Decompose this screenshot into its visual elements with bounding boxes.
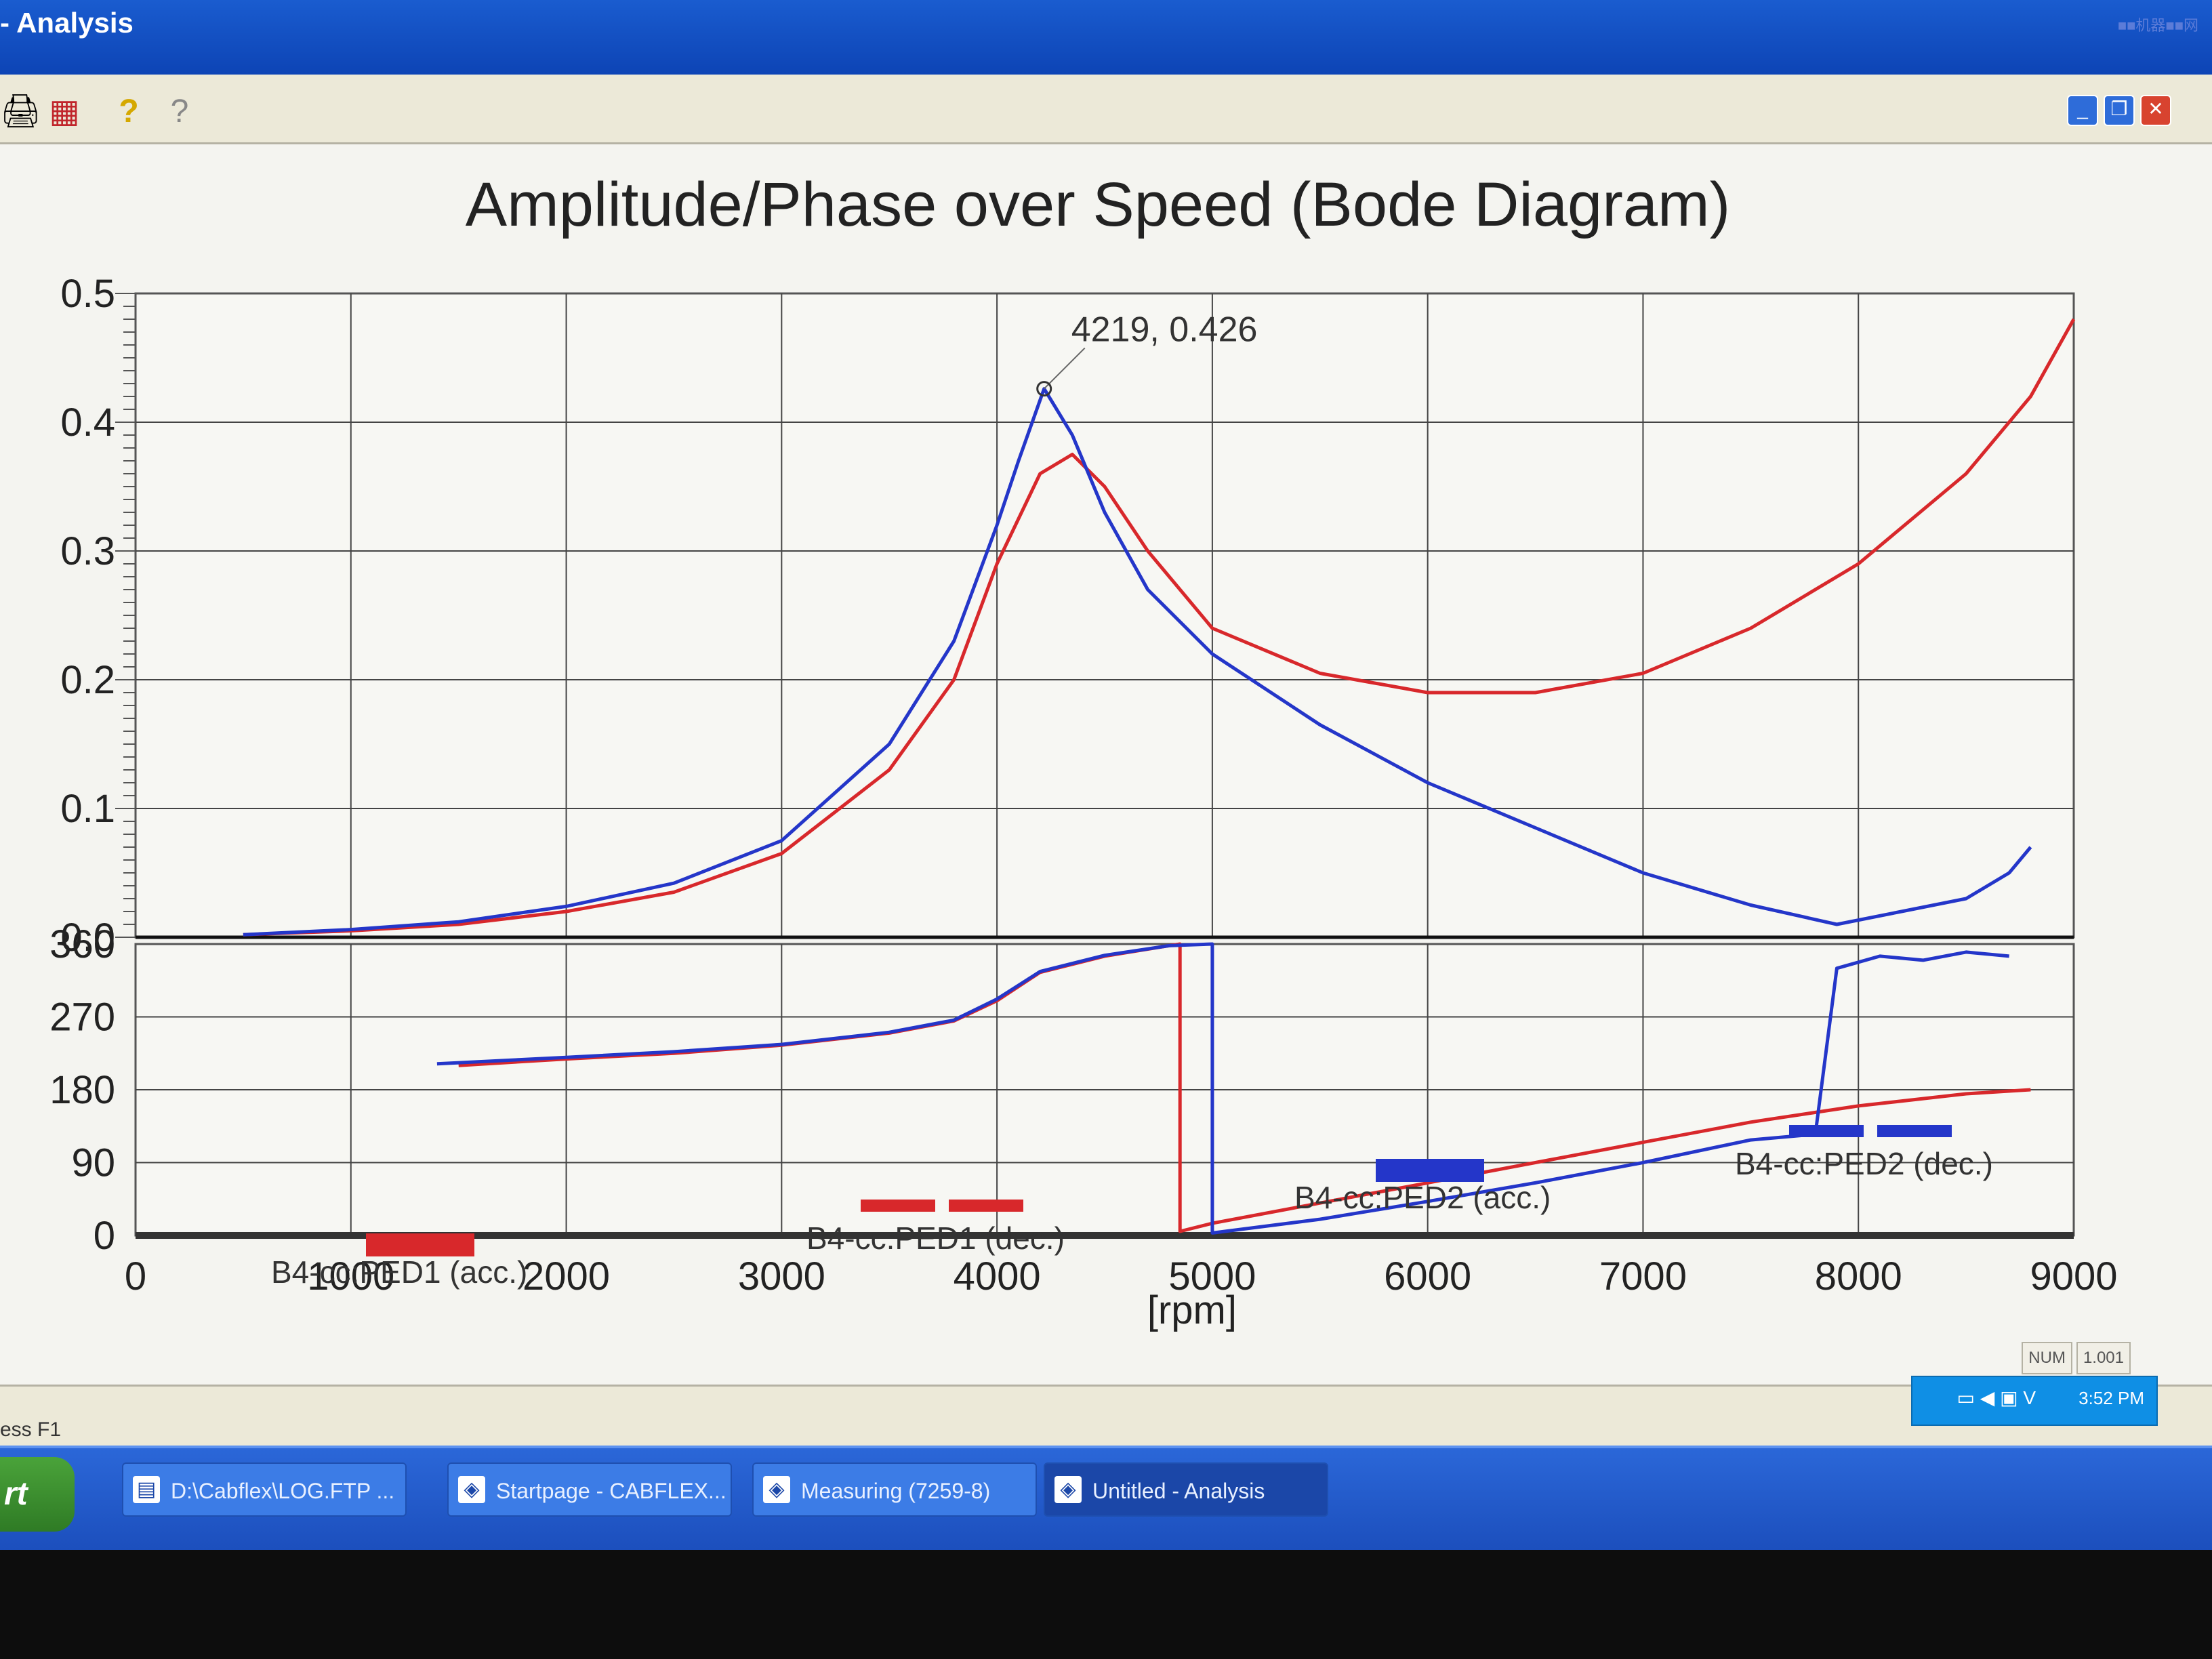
- app-icon: ◈: [1054, 1476, 1082, 1503]
- context-help-icon[interactable]: ?: [170, 94, 189, 129]
- amplitude-plot-frame: [134, 292, 2075, 939]
- annotation-leader: [1043, 347, 1086, 390]
- status-help-text: ess F1: [0, 1418, 62, 1441]
- num-lock-indicator: NUM: [2022, 1342, 2072, 1374]
- start-button[interactable]: rt: [0, 1457, 75, 1532]
- folder-icon: ▤: [133, 1476, 160, 1503]
- print-icon[interactable]: 🖨: [0, 94, 41, 129]
- window-controls: _ ❐ ✕: [2067, 95, 2171, 126]
- amplitude-line-b4-cc-ped2-acc: [243, 387, 2032, 937]
- bode-chart[interactable]: Amplitude/Phase over Speed (Bode Diagram…: [0, 144, 2212, 1385]
- x-tick-label: 0: [125, 1254, 146, 1298]
- x-tick-label: 1000: [307, 1254, 394, 1298]
- title-bar: - Analysis: [0, 0, 2212, 77]
- clock[interactable]: 3:52 PM: [2078, 1388, 2144, 1408]
- toolbar: [0, 75, 2212, 144]
- app-icon: ◈: [458, 1476, 485, 1503]
- amplitude-tick-label: 0.1: [60, 787, 115, 831]
- chart-icon[interactable]: ▦: [49, 94, 80, 129]
- taskbar-item-startpage[interactable]: ◈ Startpage - CABFLEX...: [447, 1462, 732, 1517]
- amplitude-tick-label: 0.4: [60, 401, 115, 445]
- x-tick-label: 5000: [1168, 1254, 1256, 1298]
- status-bar: [0, 1385, 2212, 1448]
- taskbar-item-log[interactable]: ▤ D:\Cabflex\LOG.FTP ...: [122, 1462, 407, 1517]
- zoom-indicator: 1.001: [2076, 1342, 2131, 1374]
- phase-tick-label: 90: [71, 1141, 115, 1185]
- annotation-label: 4219, 0.426: [1071, 310, 1258, 350]
- tray-icons[interactable]: ▭ ◀ ▣ V: [1957, 1387, 2036, 1408]
- amplitude-tick-label: 0.0: [60, 916, 115, 960]
- minimize-button[interactable]: _: [2067, 95, 2098, 126]
- phase-tick-label: 360: [49, 922, 115, 966]
- close-button[interactable]: ✕: [2140, 95, 2171, 126]
- taskbar-item-measuring[interactable]: ◈ Measuring (7259-8): [752, 1462, 1037, 1517]
- app-icon: ◈: [763, 1476, 790, 1503]
- phase-tick-label: 270: [49, 996, 115, 1040]
- window-title: - Analysis: [0, 7, 134, 39]
- x-tick-label: 7000: [1599, 1254, 1687, 1298]
- status-panels: NUM 1.001: [2022, 1342, 2131, 1374]
- x-tick-label: 8000: [1815, 1254, 1902, 1298]
- x-tick-label: 2000: [523, 1254, 610, 1298]
- phase-tick-label: 180: [49, 1068, 115, 1112]
- taskbar-item-label: Measuring (7259-8): [801, 1479, 991, 1503]
- amplitude-tick-label: 0.3: [60, 529, 115, 573]
- bode-chart-svg: Amplitude/Phase over Speed (Bode Diagram…: [49, 170, 2117, 1332]
- x-tick-label: 3000: [738, 1254, 825, 1298]
- restore-button[interactable]: ❐: [2104, 95, 2135, 126]
- x-tick-label: 6000: [1384, 1254, 1471, 1298]
- system-tray: [1911, 1376, 2158, 1426]
- watermark: ■■机器■■网: [2117, 17, 2198, 34]
- annotation-marker: [1036, 381, 1052, 397]
- x-tick-label: 9000: [2030, 1254, 2117, 1298]
- amplitude-line-b4-cc-ped1-acc: [243, 318, 2076, 937]
- phase-tick-label: 0: [94, 1214, 115, 1258]
- x-axis-label: [rpm]: [1147, 1288, 1237, 1332]
- amplitude-tick-label: 0.5: [60, 272, 115, 316]
- taskbar-item-label: D:\Cabflex\LOG.FTP ...: [171, 1479, 395, 1503]
- amplitude-tick-label: 0.2: [60, 658, 115, 702]
- chart-title: Amplitude/Phase over Speed (Bode Diagram…: [466, 170, 1731, 239]
- taskbar-item-label: Startpage - CABFLEX...: [496, 1479, 726, 1503]
- taskbar-item-label: Untitled - Analysis: [1092, 1479, 1265, 1503]
- x-tick-label: 4000: [954, 1254, 1041, 1298]
- phase-line-b4-cc-ped2-acc: [436, 942, 2009, 1235]
- help-icon[interactable]: ?: [119, 94, 139, 129]
- taskbar-item-analysis[interactable]: ◈ Untitled - Analysis: [1044, 1462, 1328, 1517]
